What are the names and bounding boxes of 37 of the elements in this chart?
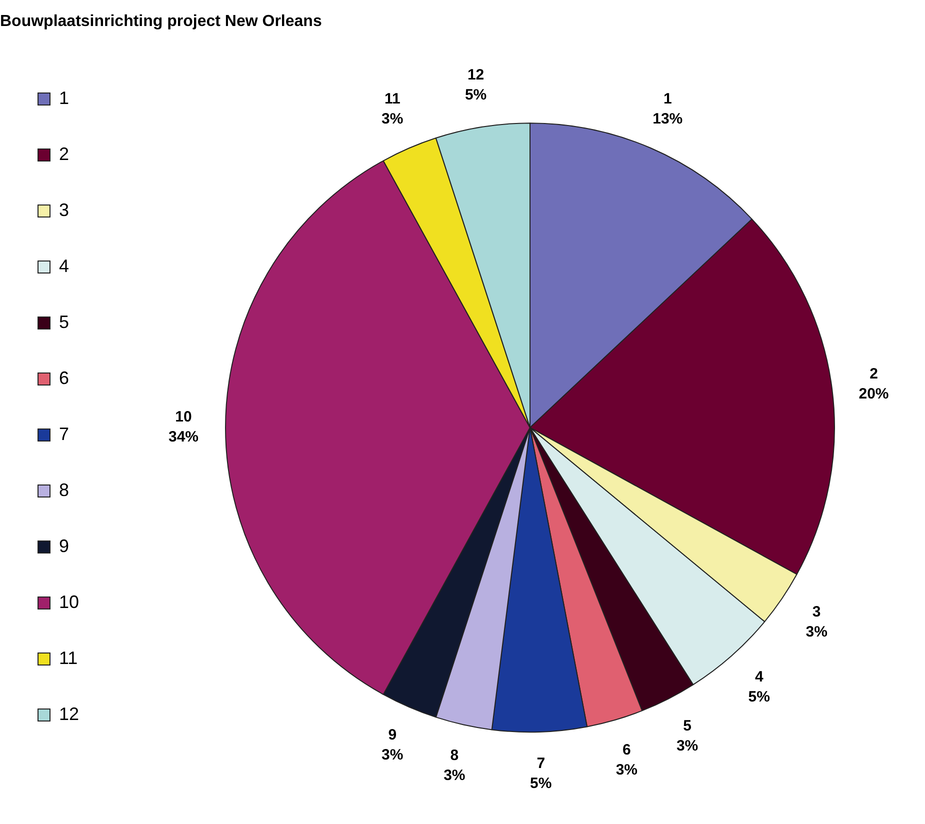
slice-label: 9	[388, 726, 397, 744]
data-label: 20%	[858, 385, 889, 402]
legend-label: 9	[59, 536, 70, 556]
slice-label: 6	[622, 741, 631, 758]
slice-label: 12	[467, 66, 484, 84]
data-label: 3%	[382, 110, 404, 128]
legend-label: 3	[59, 200, 70, 220]
slice-label: 4	[754, 668, 764, 686]
slice-label: 1	[663, 90, 672, 108]
legend-label: 7	[59, 424, 70, 444]
legend-label: 12	[59, 704, 80, 724]
slice-label: 2	[870, 365, 878, 382]
data-label: 3%	[676, 737, 698, 754]
legend-label: 10	[59, 592, 80, 612]
data-label: 5%	[530, 775, 552, 792]
slice-label: 11	[384, 90, 400, 108]
data-label: 3%	[616, 761, 638, 778]
legend-label: 5	[59, 312, 70, 332]
legend-label: 2	[59, 144, 70, 164]
chart-title: Bouwplaatsinrichting project New Orleans	[0, 13, 322, 30]
data-label: 34%	[168, 428, 199, 446]
legend-label: 4	[59, 256, 70, 276]
data-label: 5%	[464, 86, 487, 104]
slice-label: 3	[812, 604, 821, 621]
data-label: 3%	[444, 766, 466, 784]
data-label: 5%	[748, 688, 770, 706]
legend-label: 1	[59, 88, 70, 108]
legend-label: 8	[59, 480, 70, 500]
legend-label: 11	[59, 648, 78, 668]
slice-label: 5	[683, 717, 692, 734]
data-label: 3%	[382, 746, 404, 764]
data-label: 13%	[652, 110, 683, 128]
data-label: 3%	[806, 624, 828, 641]
slice-label: 7	[536, 755, 546, 772]
slice-label: 10	[175, 408, 192, 426]
legend-label: 6	[59, 368, 70, 388]
slice-label: 8	[450, 746, 459, 764]
